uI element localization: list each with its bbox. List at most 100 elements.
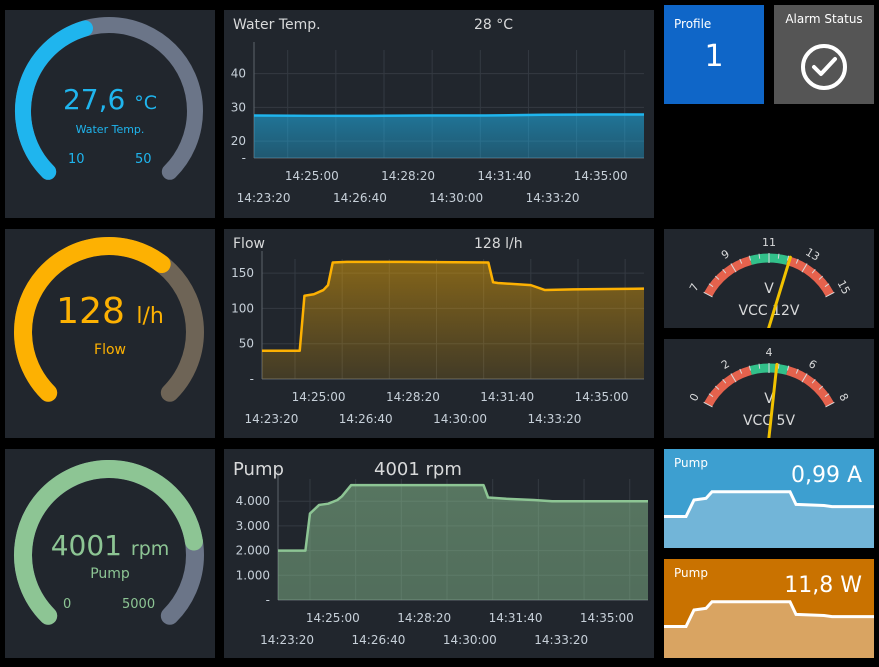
pump-power-tile[interactable]: Pump 11,8 W [664, 559, 874, 658]
meter-tick [758, 253, 761, 259]
tile-title: Profile [674, 17, 712, 31]
meter-zone-high [786, 256, 834, 297]
y-tick-label: 20 [231, 134, 246, 148]
chart-current-value: 4001 rpm [374, 459, 462, 480]
x-tick-label: 14:28:20 [381, 169, 435, 183]
x-tick-label: 14:23:20 [244, 412, 298, 426]
gauge-min: 10 [68, 152, 85, 167]
series-line [278, 483, 648, 552]
meter-tick [730, 373, 737, 383]
vcc12-meter: 7 9 11 13 15 V VCC 12V [687, 236, 853, 328]
x-tick-label: 14:28:20 [397, 611, 451, 625]
vcc5-meter-panel: 0 2 4 6 8 V VCC 5V [664, 339, 874, 438]
meter-tick [818, 275, 824, 280]
meter-tick [708, 283, 714, 288]
y-tick-label: - [266, 593, 270, 607]
meter-tick-label: 15 [835, 278, 853, 296]
meter-tick [795, 368, 799, 374]
meter-tick [703, 401, 713, 408]
flow-gauge [14, 237, 204, 402]
series-line [253, 113, 644, 118]
x-tick-label: 14:25:00 [292, 390, 346, 404]
flow-chart: 150 100 50 - 14:25:00 14:28:20 14:31:40 14:35:0… [231, 251, 645, 426]
meter-tick [722, 378, 727, 384]
y-tick-label: 40 [231, 67, 246, 81]
pump-chart: 4.000 3.000 2.000 1.000 - 14:25:00 14:28:20 14:… [236, 471, 648, 647]
meter-tick [825, 291, 835, 298]
meter-tick [714, 385, 720, 390]
x-tick-label: 14:35:00 [575, 390, 629, 404]
gauge-max: 50 [135, 152, 152, 167]
pump-gauge [14, 460, 204, 625]
series-line [262, 260, 645, 353]
y-tick-label: 3.000 [236, 519, 270, 533]
meter-tick [722, 268, 727, 274]
sparkline-line [664, 490, 874, 518]
tile-value: 0,99 A [790, 463, 862, 488]
series-area [278, 485, 648, 600]
gauge-fill [14, 237, 171, 402]
meter-tick [795, 258, 799, 264]
meter-unit: V [764, 281, 774, 297]
pump-current-sparkline [664, 490, 874, 548]
y-tick-label: 100 [231, 301, 254, 315]
meter-needle [767, 362, 779, 438]
profile-tile[interactable]: Profile 1 [664, 5, 764, 104]
x-tick-label: 14:25:00 [306, 611, 360, 625]
gauge-fill [15, 20, 94, 180]
chart-title: Water Temp. [233, 17, 321, 33]
meter-tick [811, 268, 816, 274]
flow-chart-panel: 150 100 50 - 14:25:00 14:28:20 14:31:40 14:35:0… [224, 229, 654, 438]
x-tick-label: 14:25:00 [285, 169, 339, 183]
gauge-max: 5000 [122, 597, 156, 612]
alarm-status-tile[interactable]: Alarm Status [774, 5, 874, 104]
y-tick-label: - [250, 372, 254, 386]
water-temp-gauge [15, 17, 203, 180]
meter-tick [825, 401, 835, 408]
tile-title: Pump [674, 456, 708, 470]
meter-label: VCC 12V [739, 303, 800, 319]
chart-current-value: 28 °C [474, 17, 514, 33]
x-tick-label: 14:33:20 [527, 412, 581, 426]
meter-tick-label: 7 [687, 281, 702, 293]
gauge-fill [14, 460, 203, 625]
gauge-min: 0 [63, 597, 72, 612]
x-tick-label: 14:30:00 [443, 633, 497, 647]
meter-zone-low [704, 366, 752, 407]
meter-zone-low [704, 256, 752, 297]
x-tick-label: 14:30:00 [429, 191, 483, 205]
pump-power-sparkline [664, 600, 874, 658]
x-tick-label: 14:31:40 [489, 611, 543, 625]
x-tick-label: 14:33:20 [534, 633, 588, 647]
meter-zone-high [786, 366, 834, 407]
meter-needle [767, 255, 792, 328]
x-tick-label: 14:28:20 [386, 390, 440, 404]
vcc5-meter: 0 2 4 6 8 V VCC 5V [687, 346, 851, 438]
meter-tick-label: 0 [687, 391, 702, 403]
y-tick-label: 4.000 [236, 494, 270, 508]
pump-current-tile[interactable]: Pump 0,99 A [664, 449, 874, 548]
x-tick-label: 14:31:40 [477, 169, 531, 183]
y-tick-label: 1.000 [236, 568, 270, 582]
x-tick-label: 14:26:40 [352, 633, 406, 647]
meter-tick [748, 365, 752, 371]
y-tick-label: 150 [231, 266, 254, 280]
meter-tick [818, 385, 824, 390]
x-tick-label: 14:26:40 [333, 191, 387, 205]
meter-tick [739, 258, 743, 264]
gauge-label: Water Temp. [75, 123, 145, 136]
gauge-value: 128 l/h [56, 291, 164, 332]
meter-tick [730, 263, 737, 273]
meter-tick [748, 255, 752, 261]
x-tick-label: 14:33:20 [526, 191, 580, 205]
meter-unit: V [764, 391, 774, 407]
water-temp-chart-panel: 40 30 20 - 14:25:00 14:28:20 14:31:40 14:35:00 1… [224, 10, 654, 218]
series-area [254, 114, 644, 158]
meter-tick [777, 253, 780, 259]
meter-tick [758, 363, 761, 369]
profile-value: 1 [704, 39, 724, 74]
y-tick-label: 30 [231, 100, 246, 114]
tile-title: Pump [674, 566, 708, 580]
meter-tick-label: 13 [803, 245, 822, 263]
tile-value: 11,8 W [784, 573, 862, 598]
